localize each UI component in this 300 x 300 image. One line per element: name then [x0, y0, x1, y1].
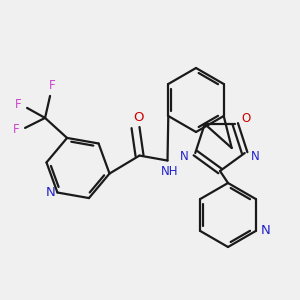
Text: O: O [133, 111, 144, 124]
Text: NH: NH [161, 165, 178, 178]
Text: N: N [46, 186, 55, 199]
Text: O: O [242, 112, 251, 125]
Text: F: F [15, 98, 21, 111]
Text: N: N [251, 149, 260, 163]
Text: F: F [49, 80, 56, 92]
Text: N: N [180, 149, 189, 163]
Text: N: N [261, 224, 271, 238]
Text: F: F [13, 123, 20, 136]
